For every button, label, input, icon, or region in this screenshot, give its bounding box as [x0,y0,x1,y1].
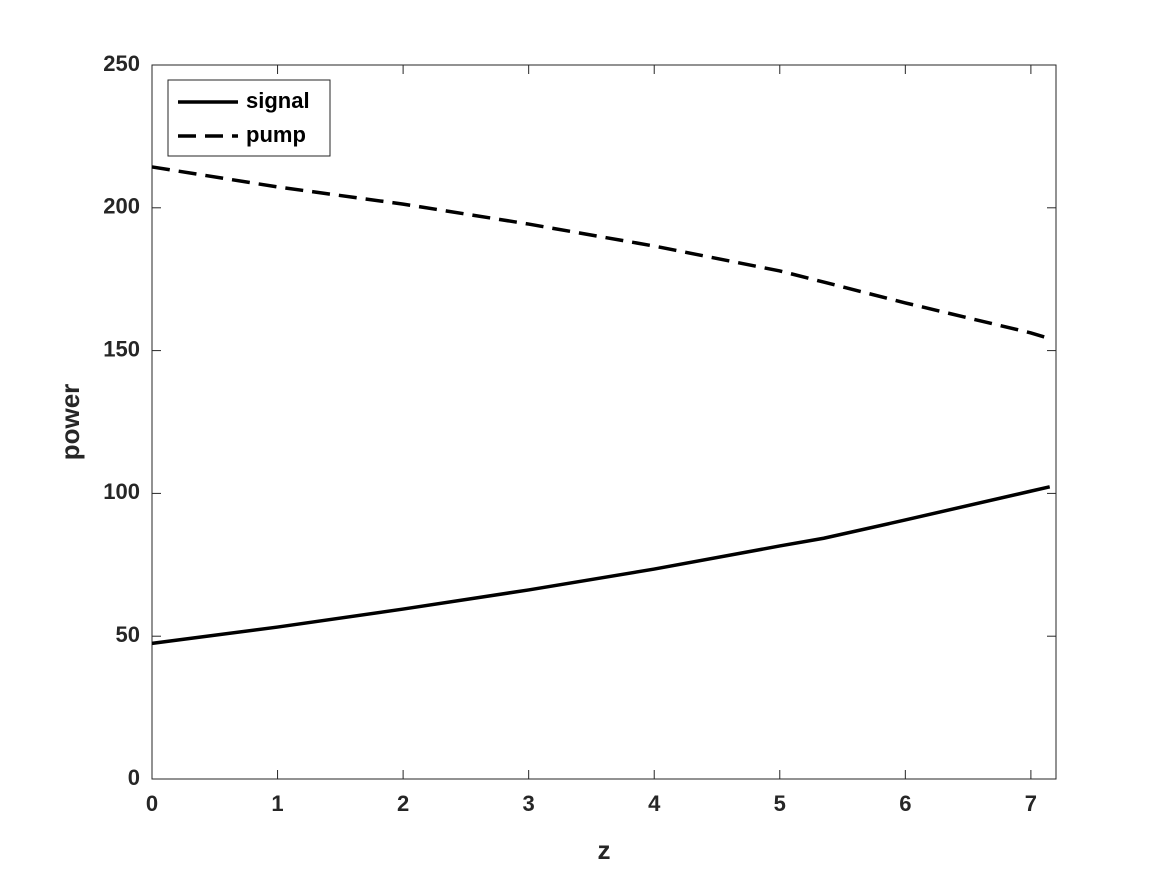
y-tick-label: 100 [103,479,140,504]
legend-label: pump [246,122,306,147]
plot-area [151,64,1057,780]
x-tick-label: 1 [271,791,283,816]
x-tick-label: 6 [899,791,911,816]
x-tick-label: 4 [648,791,661,816]
legend-label: signal [246,88,310,113]
x-tick-label: 5 [774,791,786,816]
y-tick-label: 200 [103,194,140,219]
y-tick-label: 0 [128,765,140,790]
x-axis-label: z [598,835,611,865]
y-tick-label: 250 [103,51,140,76]
x-tick-label: 2 [397,791,409,816]
y-axis-label: power [55,384,85,461]
y-tick-label: 50 [116,622,140,647]
x-tick-label: 3 [523,791,535,816]
x-tick-label: 7 [1025,791,1037,816]
legend-box [167,79,331,157]
y-tick-label: 150 [103,336,140,361]
series-line [151,165,1051,341]
series-line [151,485,1051,646]
x-tick-label: 0 [146,791,158,816]
